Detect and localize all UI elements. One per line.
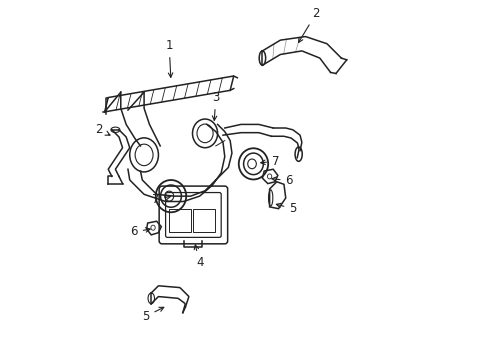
- Text: 6: 6: [271, 174, 292, 187]
- Text: 7: 7: [260, 155, 279, 168]
- Text: 2: 2: [298, 7, 319, 42]
- Text: 4: 4: [194, 245, 203, 269]
- Text: 5: 5: [276, 202, 296, 215]
- Text: 7: 7: [152, 193, 170, 206]
- Text: 3: 3: [212, 91, 219, 120]
- Text: 1: 1: [165, 39, 173, 77]
- Text: 6: 6: [130, 225, 150, 238]
- Text: 2: 2: [95, 123, 110, 136]
- Text: 5: 5: [142, 307, 163, 323]
